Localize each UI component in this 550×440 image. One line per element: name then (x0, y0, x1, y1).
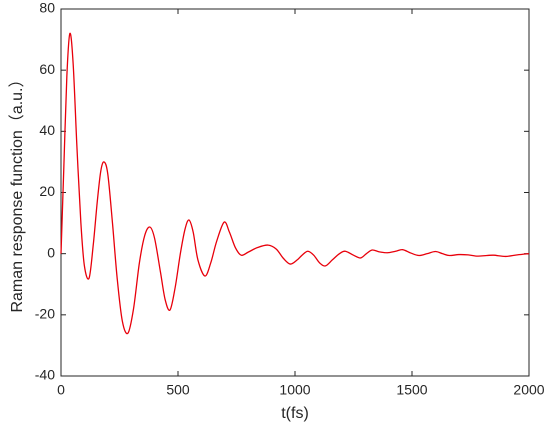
x-tick-label: 1500 (396, 382, 427, 398)
x-tick-label: 1000 (279, 382, 310, 398)
y-tick-label: -40 (35, 367, 55, 383)
x-axis-label: t(fs) (281, 405, 309, 422)
x-tick-label: 0 (57, 382, 65, 398)
data-line (60, 32, 530, 335)
y-tick-label: -20 (35, 306, 55, 322)
y-tick-label: 40 (39, 122, 55, 138)
y-axis-label: Raman response function（a.u.） (8, 71, 26, 312)
y-tick-label: 0 (47, 244, 55, 260)
x-tick-label: 500 (166, 382, 190, 398)
y-tick-label: 20 (39, 183, 55, 199)
y-tick-label: 60 (39, 61, 55, 77)
y-tick-label: 80 (39, 0, 55, 16)
x-tick-label: 2000 (513, 382, 544, 398)
